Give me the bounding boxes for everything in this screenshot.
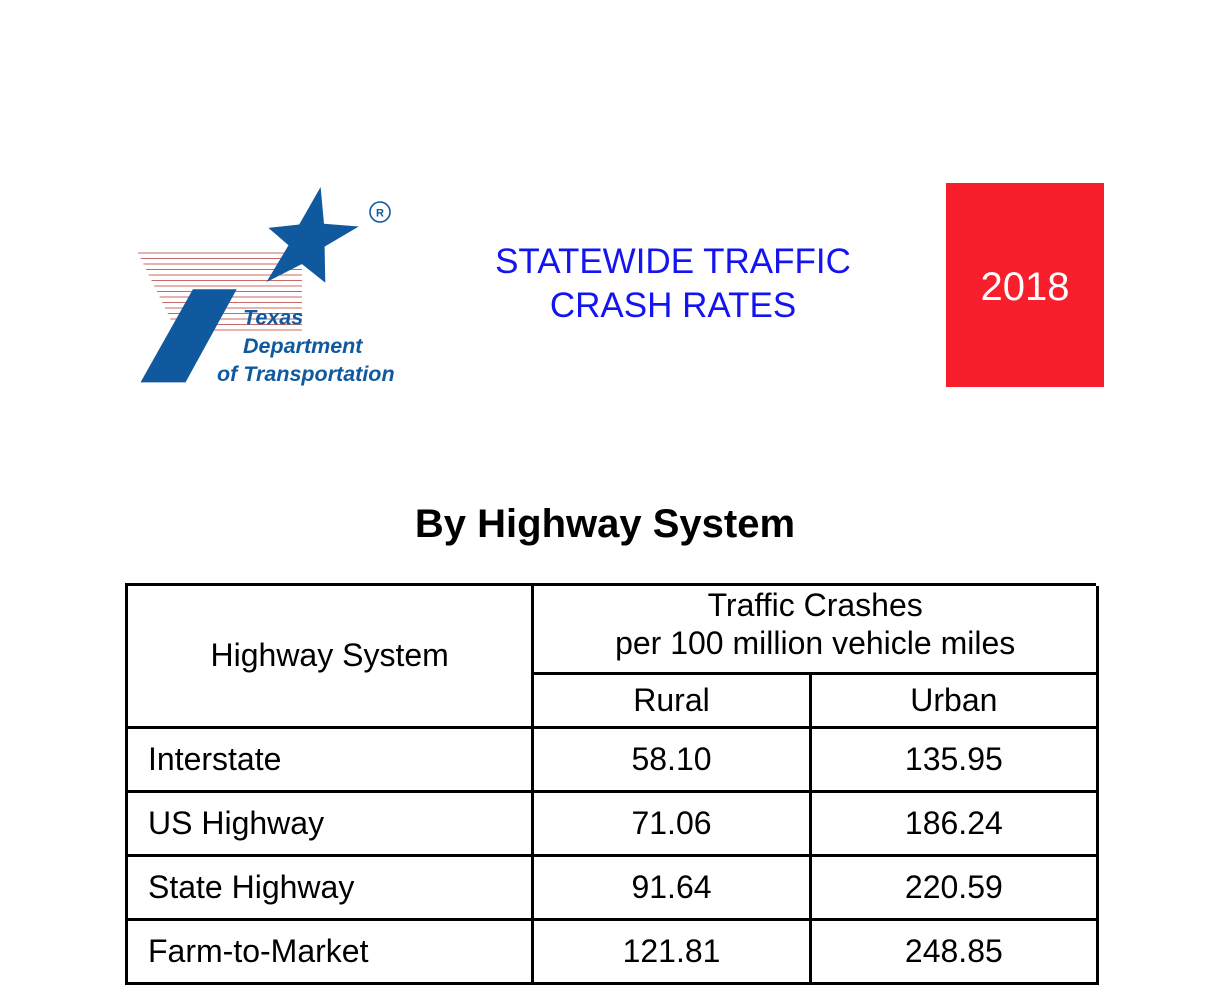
svg-text:Department: Department xyxy=(243,334,363,358)
svg-text:Texas: Texas xyxy=(243,306,303,330)
svg-text:of Transportation: of Transportation xyxy=(217,362,395,386)
svg-text:R: R xyxy=(376,208,384,220)
